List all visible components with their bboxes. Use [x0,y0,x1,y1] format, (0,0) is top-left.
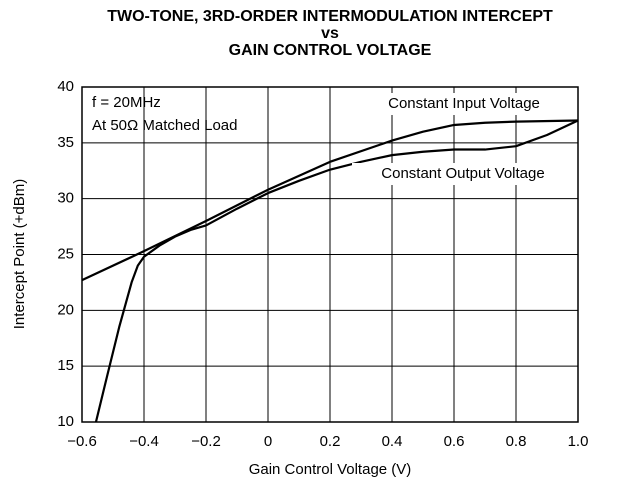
x-tick-label: 0.4 [382,433,403,450]
plot-frame [81,86,579,423]
y-tick-label: 10 [57,413,74,430]
y-tick-label: 40 [57,78,74,95]
x-tick-label: −0.4 [129,433,159,450]
x-tick-label: 0.6 [444,433,465,450]
chart-title: vs [321,25,339,42]
x-tick-label: 0.8 [506,433,527,450]
x-tick-label: −0.2 [191,433,221,450]
series-label: Constant Input Voltage [388,95,540,112]
y-tick-label: 20 [57,301,74,318]
x-tick-label: 0.2 [320,433,341,450]
x-tick-label: 0 [264,433,272,450]
annotation: At 50Ω Matched Load [92,117,237,134]
chart-title: GAIN CONTROL VOLTAGE [229,42,432,59]
y-tick-label: 35 [57,134,74,151]
x-tick-label: −0.6 [67,433,97,450]
y-tick-label: 25 [57,245,74,262]
x-axis-label: Gain Control Voltage (V) [249,461,412,478]
label-bg [352,93,574,115]
chart-title: TWO-TONE, 3RD-ORDER INTERMODULATION INTE… [107,8,553,25]
annotation: f = 20MHz [92,94,161,111]
series-label: Constant Output Voltage [381,165,544,182]
series-line [94,119,579,423]
x-tick-label: 1.0 [568,433,589,450]
label-bg [352,163,574,185]
y-tick-label: 30 [57,190,74,207]
y-tick-label: 15 [57,357,74,374]
y-axis-label: Intercept Point (+dBm) [11,179,28,329]
